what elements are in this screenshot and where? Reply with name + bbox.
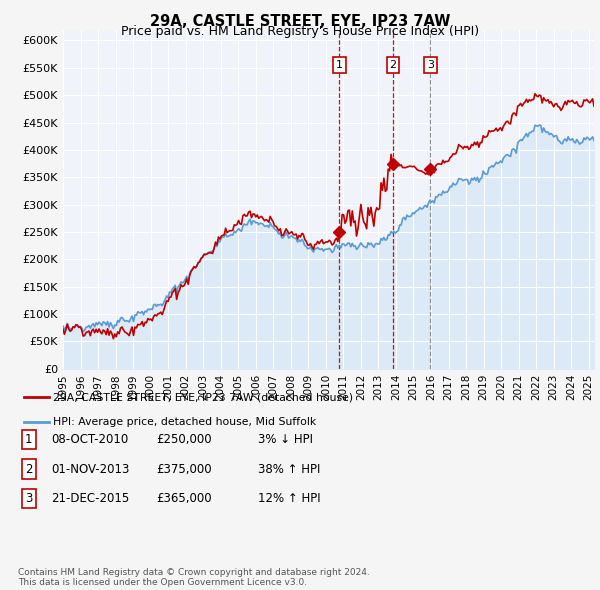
Text: £365,000: £365,000 (156, 492, 212, 505)
Text: Contains HM Land Registry data © Crown copyright and database right 2024.
This d: Contains HM Land Registry data © Crown c… (18, 568, 370, 587)
Text: 29A, CASTLE STREET, EYE, IP23 7AW: 29A, CASTLE STREET, EYE, IP23 7AW (150, 14, 450, 29)
Text: 3: 3 (427, 60, 434, 70)
Text: 3: 3 (25, 492, 32, 505)
Text: £250,000: £250,000 (156, 433, 212, 446)
Text: HPI: Average price, detached house, Mid Suffolk: HPI: Average price, detached house, Mid … (53, 417, 316, 427)
Text: 21-DEC-2015: 21-DEC-2015 (51, 492, 129, 505)
Text: Price paid vs. HM Land Registry's House Price Index (HPI): Price paid vs. HM Land Registry's House … (121, 25, 479, 38)
Text: 2: 2 (25, 463, 32, 476)
Text: 29A, CASTLE STREET, EYE, IP23 7AW (detached house): 29A, CASTLE STREET, EYE, IP23 7AW (detac… (53, 392, 353, 402)
Text: 1: 1 (25, 433, 32, 446)
Text: 1: 1 (336, 60, 343, 70)
Text: 3% ↓ HPI: 3% ↓ HPI (258, 433, 313, 446)
Text: 12% ↑ HPI: 12% ↑ HPI (258, 492, 320, 505)
Text: 01-NOV-2013: 01-NOV-2013 (51, 463, 130, 476)
Text: £375,000: £375,000 (156, 463, 212, 476)
Text: 38% ↑ HPI: 38% ↑ HPI (258, 463, 320, 476)
Text: 2: 2 (389, 60, 397, 70)
Text: 08-OCT-2010: 08-OCT-2010 (51, 433, 128, 446)
